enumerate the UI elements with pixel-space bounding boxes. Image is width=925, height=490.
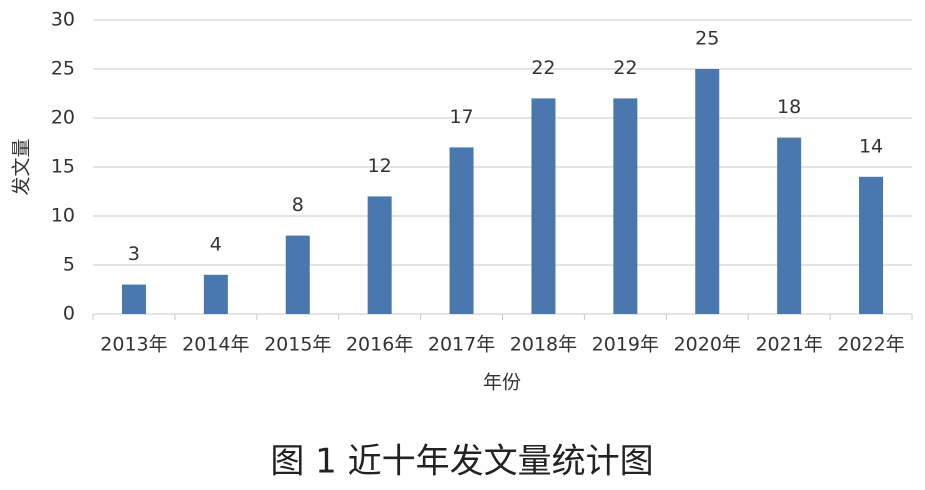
data-label: 18 (777, 96, 801, 118)
y-tick-label: 20 (51, 107, 75, 129)
bar (285, 235, 310, 314)
x-tick-label: 2021年 (755, 334, 822, 356)
bar (777, 137, 802, 314)
bar (449, 147, 474, 314)
y-tick-label: 15 (51, 156, 75, 178)
x-tick-label: 2017年 (428, 334, 495, 356)
bar (695, 69, 720, 314)
x-tick-label: 2015年 (264, 334, 331, 356)
data-label: 3 (128, 243, 140, 265)
y-axis-title: 发文量 (11, 138, 33, 195)
data-label: 22 (531, 57, 555, 79)
bar (859, 176, 884, 314)
y-tick-label: 5 (63, 254, 75, 276)
x-tick-label: 2018年 (510, 334, 577, 356)
bar (613, 98, 638, 315)
bar (121, 284, 146, 314)
data-label: 4 (210, 233, 222, 255)
bar (367, 196, 392, 314)
bar (531, 98, 556, 315)
x-tick-label: 2016年 (346, 334, 413, 356)
y-tick-label: 25 (51, 58, 75, 80)
data-label: 14 (859, 135, 883, 157)
chart-title: 图 1 近十年发文量统计图 (270, 442, 653, 482)
y-tick-label: 30 (51, 9, 75, 31)
x-tick-label: 2020年 (674, 334, 741, 356)
data-label: 25 (695, 28, 719, 50)
y-tick-label: 0 (63, 303, 75, 325)
x-tick-label: 2013年 (100, 334, 167, 356)
x-tick-label: 2019年 (592, 334, 659, 356)
y-tick-label: 10 (51, 205, 75, 227)
data-label: 22 (613, 57, 637, 79)
x-tick-label: 2022年 (837, 334, 904, 356)
data-label: 8 (292, 194, 304, 216)
data-label: 12 (368, 155, 392, 177)
x-tick-label: 2014年 (182, 334, 249, 356)
bar (203, 274, 228, 314)
data-label: 17 (449, 106, 473, 128)
x-axis-title: 年份 (483, 372, 521, 394)
